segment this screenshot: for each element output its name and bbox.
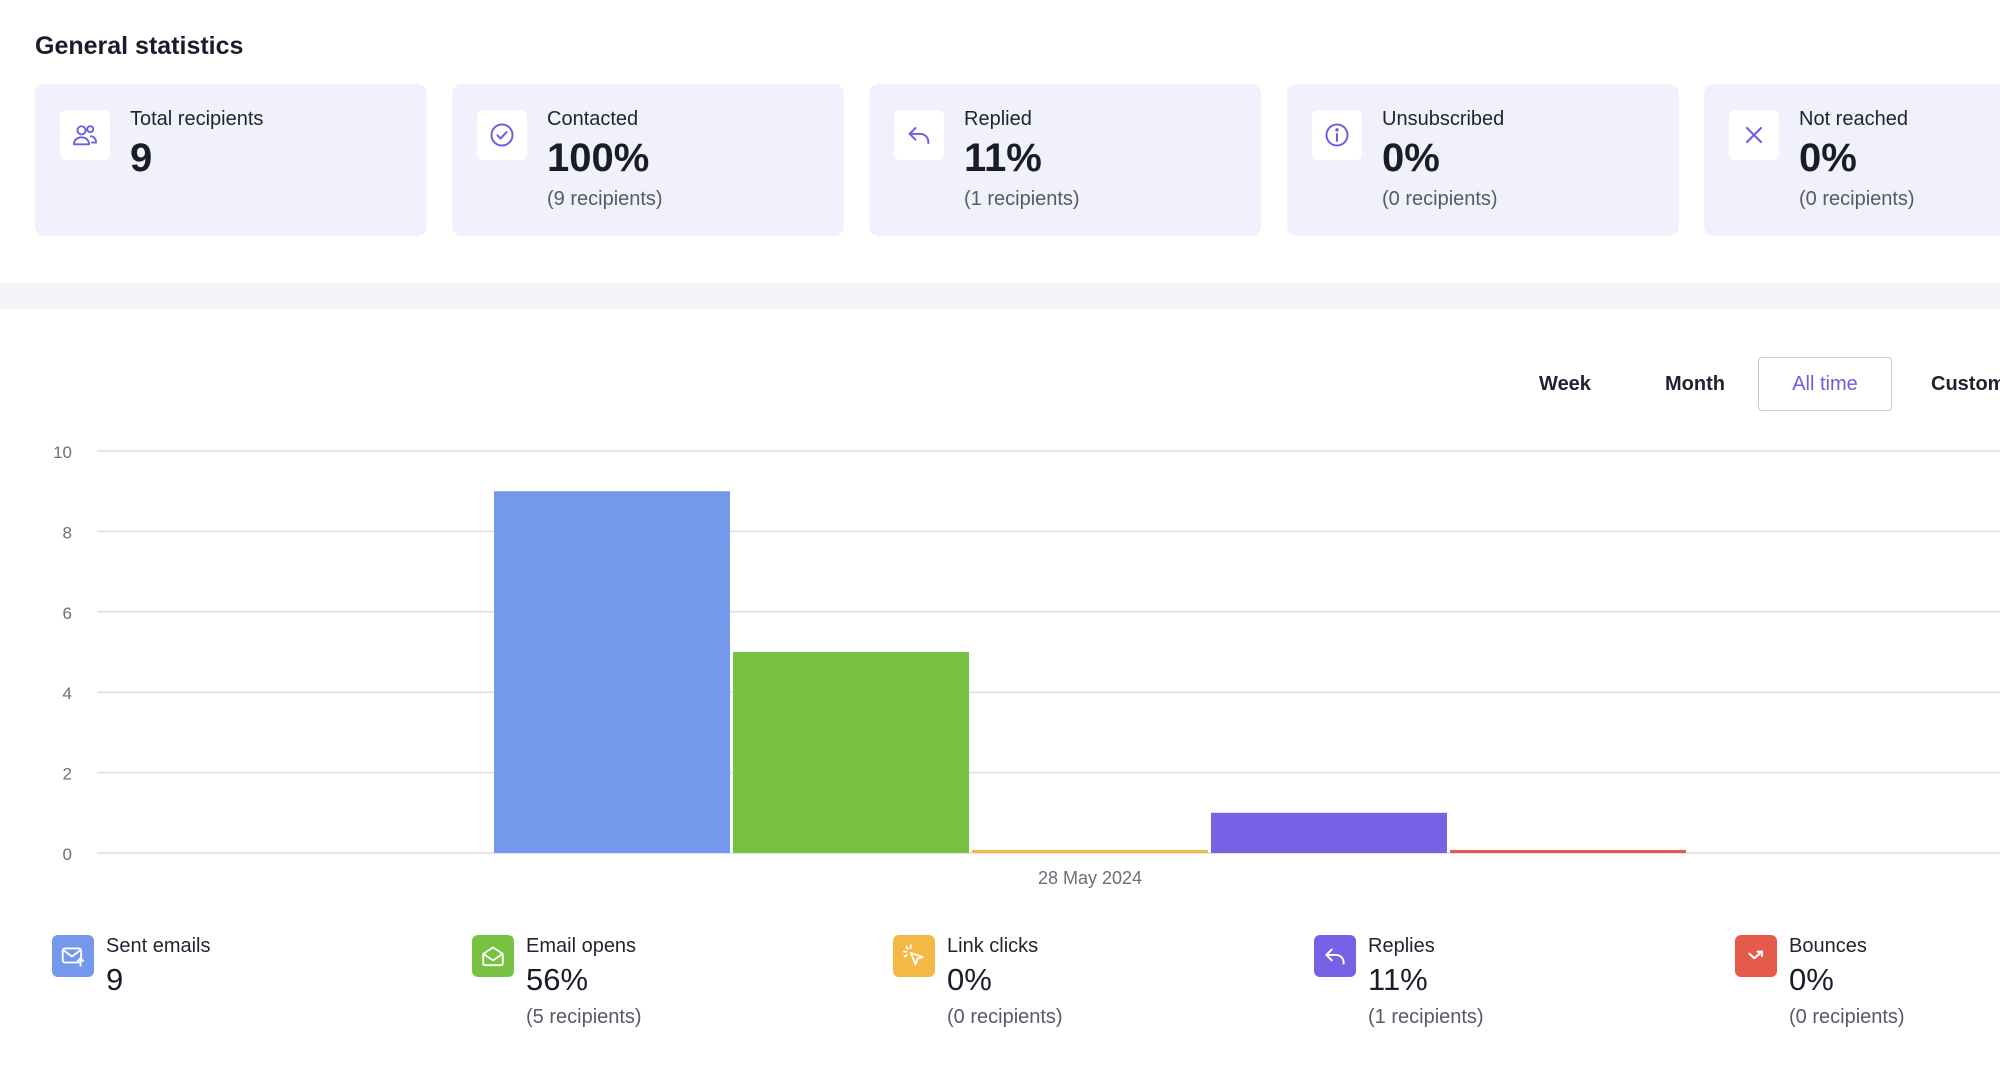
stat-label: Replied [964, 108, 1032, 130]
legend-subtext: (1 recipients) [1368, 1006, 1484, 1028]
date-range-tabs: Week Month All time Custom [1505, 357, 2000, 411]
bounce-arrow-icon [1735, 935, 1777, 977]
stat-card-contacted: Contacted 100% (9 recipients) [452, 84, 844, 236]
stat-value: 11% [964, 136, 1042, 180]
legend-item-link-clicks: Link clicks 0% (0 recipients) [893, 930, 1273, 1040]
legend-label: Bounces [1789, 935, 1867, 957]
stat-subtext: (0 recipients) [1799, 188, 1915, 210]
tab-week[interactable]: Week [1505, 357, 1625, 411]
cursor-click-icon [893, 935, 935, 977]
reply-icon [1314, 935, 1356, 977]
legend-subtext: (5 recipients) [526, 1006, 642, 1028]
legend-value: 0% [947, 962, 992, 997]
stat-card-unsubscribed: Unsubscribed 0% (0 recipients) [1287, 84, 1679, 236]
stat-label: Contacted [547, 108, 639, 130]
legend-label: Email opens [526, 935, 637, 957]
y-tick-label: 2 [63, 765, 72, 784]
y-tick-label: 4 [63, 684, 72, 703]
y-tick-label: 6 [63, 604, 72, 623]
bar-link-clicks [972, 850, 1208, 853]
tab-all-time[interactable]: All time [1758, 357, 1892, 411]
stat-subtext: (0 recipients) [1382, 188, 1498, 210]
info-circle-icon [1312, 110, 1362, 160]
bar-bounces [1450, 850, 1686, 853]
stat-card-replied: Replied 11% (1 recipients) [869, 84, 1261, 236]
stat-card-not-reached: Not reached 0% (0 recipients) [1704, 84, 2000, 236]
y-tick-label: 8 [63, 523, 72, 542]
stat-value: 9 [130, 136, 153, 180]
stat-cards: Total recipients 9 Contacted 100% (9 rec… [35, 84, 2000, 236]
legend-value: 9 [106, 962, 124, 997]
y-tick-label: 0 [63, 845, 72, 864]
stat-label: Total recipients [130, 108, 264, 130]
tab-month[interactable]: Month [1630, 357, 1760, 411]
legend-subtext: (0 recipients) [947, 1006, 1063, 1028]
legend-label: Sent emails [106, 935, 211, 957]
bar-email-opens [733, 652, 969, 853]
check-circle-icon [477, 110, 527, 160]
envelope-open-icon [472, 935, 514, 977]
legend-item-email-opens: Email opens 56% (5 recipients) [472, 930, 852, 1040]
tab-custom[interactable]: Custom [1905, 357, 2000, 411]
section-divider [0, 283, 2000, 309]
stat-value: 0% [1799, 136, 1857, 180]
close-icon [1729, 110, 1779, 160]
chart-legend: Sent emails 9 Email opens 56% (5 recipie… [0, 930, 2000, 1040]
stat-subtext: (9 recipients) [547, 188, 663, 210]
legend-value: 11% [1368, 962, 1428, 997]
bar-sent-emails [494, 491, 730, 853]
stat-card-total-recipients: Total recipients 9 [35, 84, 427, 236]
section-title: General statistics [35, 32, 244, 60]
chart-svg: 0 2 4 6 8 10 28 May 2024 [53, 443, 2000, 888]
stat-value: 0% [1382, 136, 1440, 180]
legend-value: 56% [526, 962, 589, 997]
stat-label: Not reached [1799, 108, 1908, 130]
y-tick-label: 10 [53, 443, 72, 462]
legend-value: 0% [1789, 962, 1834, 997]
bar-replies [1211, 812, 1447, 853]
legend-item-sent-emails: Sent emails 9 [52, 930, 432, 1040]
envelope-send-icon [52, 935, 94, 977]
legend-label: Replies [1368, 935, 1435, 957]
users-icon [60, 110, 110, 160]
stat-value: 100% [547, 136, 650, 180]
legend-item-replies: Replies 11% (1 recipients) [1314, 930, 1694, 1040]
stat-subtext: (1 recipients) [964, 188, 1080, 210]
legend-label: Link clicks [947, 935, 1039, 957]
x-tick-label: 28 May 2024 [1038, 868, 1142, 888]
legend-item-bounces: Bounces 0% (0 recipients) [1735, 930, 2000, 1040]
legend-subtext: (0 recipients) [1789, 1006, 1905, 1028]
reply-icon [894, 110, 944, 160]
activity-bar-chart: 0 2 4 6 8 10 28 May 2024 [0, 430, 2000, 900]
stat-label: Unsubscribed [1382, 108, 1505, 130]
